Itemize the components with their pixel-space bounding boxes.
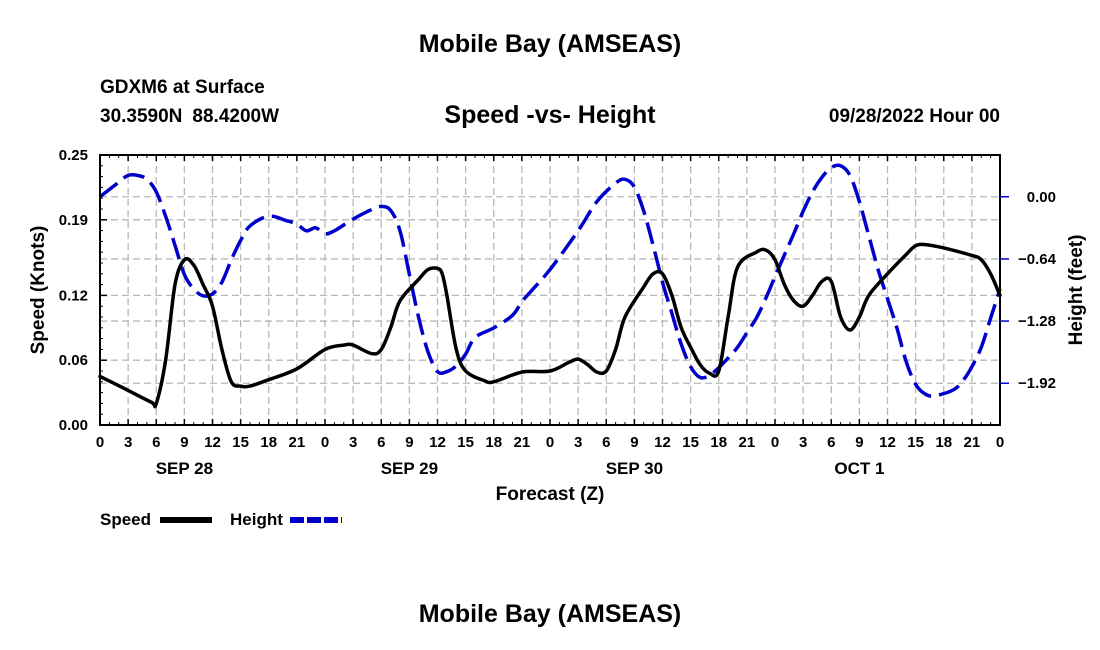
series-line-speed [98, 242, 1002, 409]
x-tick-label: 21 [739, 434, 756, 451]
y-right-tick-label: −1.92 [1018, 375, 1056, 392]
x-tick-label: 0 [321, 434, 329, 451]
page-title: Mobile Bay (AMSEAS) [418, 30, 682, 58]
y-left-tick-label: 0.00 [59, 417, 88, 434]
x-tick-label: 3 [349, 434, 357, 451]
y-right-tick-label: −1.28 [1018, 313, 1056, 330]
x-tick-label: 6 [377, 434, 385, 451]
series-line-height [98, 163, 1002, 398]
x-tick-label: 12 [204, 434, 221, 451]
date-label: SEP 29 [381, 459, 438, 478]
x-tick-label: 21 [514, 434, 531, 451]
x-tick-label: 9 [180, 434, 188, 451]
x-tick-label: 3 [799, 434, 807, 451]
x-tick-label: 3 [124, 434, 132, 451]
date-label: SEP 30 [606, 459, 663, 478]
chart-legend: Speed Height [100, 510, 342, 529]
chart-axes: 0 3 6 9 12 15 18 21 0 3 6 9 12 15 18 21 0 3 6 9 12 15 18 21 0 3 6 9… [59, 147, 1057, 478]
x-tick-label: 0 [771, 434, 779, 451]
x-tick-label: 12 [429, 434, 446, 451]
x-tick-label: 6 [827, 434, 835, 451]
chart-subtitle: Speed -vs- Height [444, 101, 656, 129]
x-tick-label: 18 [710, 434, 727, 451]
y-right-tick-label: −0.64 [1018, 251, 1057, 268]
x-tick-label: 9 [405, 434, 413, 451]
station-label: GDXM6 at Surface [100, 77, 265, 98]
run-time-label: 09/28/2022 Hour 00 [828, 106, 1000, 127]
legend-label-height: Height [230, 510, 283, 529]
x-tick-label: 0 [996, 434, 1004, 451]
y-axis-left-title: Speed (Knots) [28, 226, 49, 355]
x-tick-label: 15 [907, 434, 924, 451]
x-axis-title: Forecast (Z) [496, 484, 605, 505]
y-axis-right-title: Height (feet) [1066, 235, 1087, 346]
x-tick-label: 21 [964, 434, 981, 451]
x-tick-label: 15 [682, 434, 699, 451]
legend-label-speed: Speed [100, 510, 151, 529]
x-tick-label: 3 [574, 434, 582, 451]
y-left-tick-label: 0.25 [59, 147, 88, 164]
x-tick-label: 0 [546, 434, 554, 451]
y-right-tick-label: 0.00 [1027, 189, 1056, 206]
latitude-label: 30.3590N [100, 106, 183, 127]
x-tick-label: 18 [935, 434, 952, 451]
x-tick-label: 18 [260, 434, 277, 451]
x-tick-label: 12 [654, 434, 671, 451]
date-label: OCT 1 [834, 459, 884, 478]
series-layer [98, 163, 1002, 409]
x-tick-label: 9 [855, 434, 863, 451]
y-left-tick-label: 0.06 [59, 352, 88, 369]
x-tick-label: 15 [232, 434, 249, 451]
x-tick-label: 9 [630, 434, 638, 451]
station-coordinates: 30.3590N 88.4200W [100, 106, 279, 128]
x-tick-label: 18 [485, 434, 502, 451]
y-left-tick-label: 0.12 [59, 287, 88, 304]
page-title-repeat: Mobile Bay (AMSEAS) [418, 600, 682, 628]
x-tick-label: 0 [96, 434, 104, 451]
x-tick-label: 6 [152, 434, 160, 451]
x-tick-label: 12 [879, 434, 896, 451]
x-tick-label: 21 [289, 434, 306, 451]
x-tick-label: 15 [457, 434, 474, 451]
y-left-tick-label: 0.19 [59, 212, 88, 229]
x-tick-label: 6 [602, 434, 610, 451]
date-label: SEP 28 [156, 459, 213, 478]
longitude-label: 88.4200W [192, 106, 280, 127]
